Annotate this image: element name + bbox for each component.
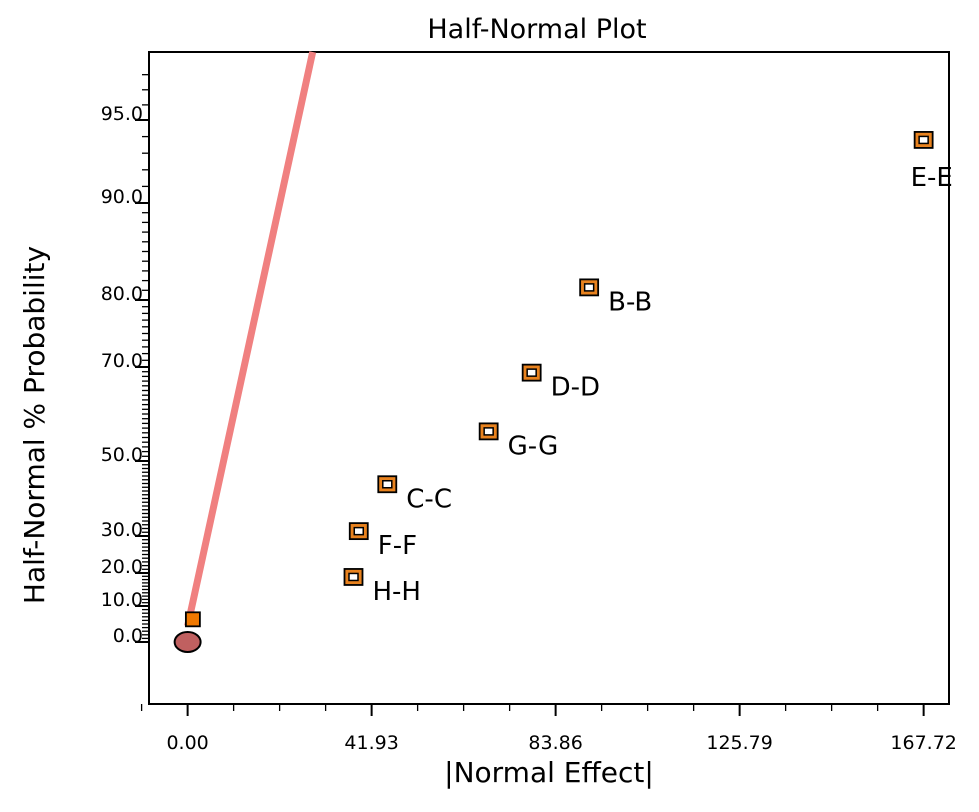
effect-point: C-C — [378, 476, 452, 514]
y-axis: 0.0 10.0 20.0 30.0 50.0 70.0 80.0 90.0 95.0 — [101, 75, 149, 647]
x-tick-label: 0.00 — [166, 732, 208, 754]
effect-label: F-F — [378, 531, 417, 561]
effect-label: B-B — [608, 287, 652, 317]
effect-point: B-B — [580, 279, 652, 317]
y-tick-label: 10.0 — [101, 589, 143, 611]
y-tick-label: 90.0 — [101, 186, 143, 208]
y-tick-label: 30.0 — [101, 519, 143, 541]
effect-point: H-H — [344, 569, 420, 607]
effect-marker-inner — [383, 481, 392, 488]
zero-point-marker — [175, 632, 201, 652]
y-tick-label: 20.0 — [101, 556, 143, 578]
error-point-marker — [186, 612, 200, 626]
chart-title: Half-Normal Plot — [427, 14, 646, 45]
x-tick-label: 125.79 — [706, 732, 772, 754]
y-tick-label: 95.0 — [101, 103, 143, 125]
x-tick-label: 167.72 — [890, 732, 956, 754]
effect-label: H-H — [372, 577, 420, 607]
effect-label: C-C — [406, 484, 452, 514]
effect-point: G-G — [480, 423, 559, 461]
x-axis: 0.00 41.93 83.86 125.79 167.72 — [142, 704, 957, 754]
plot-area-frame — [149, 52, 949, 704]
effect-point: E-E — [911, 132, 953, 193]
effect-label: D-D — [551, 373, 600, 403]
x-tick-label: 83.86 — [528, 732, 582, 754]
x-tick-label: 41.93 — [344, 732, 398, 754]
effect-point: D-D — [523, 365, 600, 403]
plot-content: E-E B-B D-D G-G C-C F-F H-H — [175, 52, 953, 652]
effect-marker-inner — [349, 573, 358, 580]
x-axis-label: |Normal Effect| — [444, 756, 654, 789]
y-tick-label: 80.0 — [101, 283, 143, 305]
effect-marker-inner — [585, 284, 594, 291]
effect-label: G-G — [508, 431, 559, 461]
effect-marker-inner — [484, 428, 493, 435]
effect-marker-inner — [527, 369, 536, 376]
effect-point: F-F — [350, 523, 417, 561]
effect-label: E-E — [911, 163, 953, 193]
y-tick-label: 50.0 — [101, 444, 143, 466]
effect-marker-inner — [919, 136, 928, 143]
y-tick-label: 0.0 — [113, 625, 143, 647]
effect-marker-inner — [354, 528, 363, 535]
y-axis-label: Half-Normal % Probability — [18, 246, 51, 604]
reference-line — [188, 52, 313, 626]
y-tick-label: 70.0 — [101, 350, 143, 372]
